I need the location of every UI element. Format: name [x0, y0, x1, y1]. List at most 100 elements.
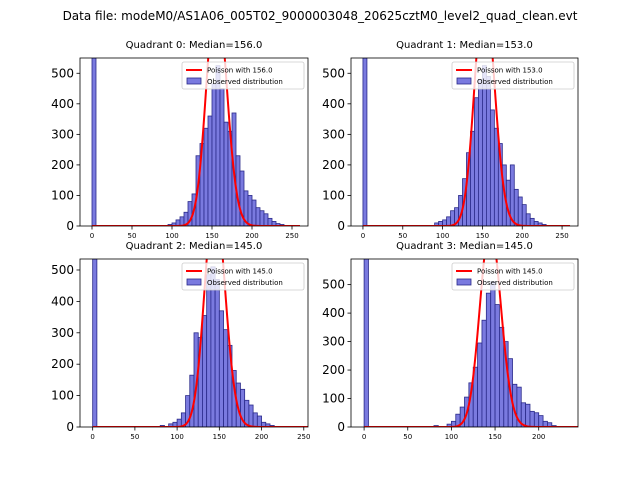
histogram-bar: [92, 259, 98, 427]
y-tick-label: 200: [51, 357, 74, 371]
histogram-bar: [218, 310, 224, 427]
histogram-bar: [478, 78, 483, 226]
x-tick-label: 150: [213, 433, 226, 441]
legend-observed-swatch: [186, 278, 202, 286]
legend-box: [181, 262, 305, 291]
histogram-bar: [529, 410, 535, 427]
histogram-bar: [251, 199, 257, 226]
x-tick-label: 0: [90, 232, 94, 240]
x-tick-label: 250: [297, 433, 310, 441]
x-tick-label: 150: [488, 433, 501, 441]
y-tick-label: 400: [322, 97, 345, 111]
x-tick-label: 0: [361, 232, 365, 240]
x-tick-label: 50: [128, 232, 137, 240]
y-tick-label: 0: [66, 219, 74, 233]
histogram-bar: [513, 188, 519, 226]
histogram-bar: [493, 127, 499, 226]
plot-area: [91, 58, 300, 226]
y-tick-label: 0: [337, 219, 345, 233]
y-tick-label: 200: [322, 158, 345, 172]
y-tick-label: 400: [51, 294, 74, 308]
histogram-bar: [525, 213, 531, 226]
x-tick-label: 150: [476, 232, 489, 240]
histogram-bar: [206, 274, 212, 427]
legend-observed-label: Observed distribution: [207, 78, 283, 86]
legend-observed-label: Observed distribution: [477, 78, 553, 86]
histogram-bar: [252, 412, 258, 427]
axes-frame: [79, 258, 309, 428]
chart-title: Quadrant 3: Median=145.0: [396, 241, 533, 252]
y-tick-label: 500: [322, 66, 345, 80]
charts-container: Quadrant 0: Median=156.00100200300400500…: [51, 40, 579, 441]
y-tick-label: 200: [51, 158, 74, 172]
legend: Poisson with 156.0 Observed distribution: [181, 61, 305, 90]
histogram-bar: [214, 279, 220, 427]
histogram-bar: [486, 75, 491, 226]
axes-frame: [350, 258, 579, 428]
chart-quadrant-2: Quadrant 2: Median=145.00100200300400500…: [51, 241, 310, 441]
plot-area: [362, 58, 571, 226]
y-tick-label: 100: [322, 188, 345, 202]
figure-title: Data file: modeM0/AS1A06_005T02_90000030…: [63, 9, 578, 23]
legend-box: [451, 262, 575, 291]
histogram-bar: [489, 109, 495, 226]
histogram-bar: [529, 217, 535, 226]
legend: Poisson with 145.0 Observed distribution: [181, 262, 305, 291]
legend-observed-label: Observed distribution: [207, 279, 283, 287]
legend-box: [451, 61, 575, 90]
histogram-bar: [499, 326, 505, 427]
x-tick-label: 200: [255, 433, 268, 441]
x-tick-label: 200: [245, 232, 258, 240]
histogram-bar: [223, 121, 229, 226]
x-tick-label: 150: [205, 232, 218, 240]
poisson-curve: [364, 259, 578, 427]
histogram-bar: [267, 217, 273, 226]
histogram-bar: [485, 292, 492, 427]
x-tick-label: 200: [532, 433, 545, 441]
histogram-bar: [211, 83, 217, 226]
x-tick-label: 200: [516, 232, 529, 240]
histogram-bar: [203, 127, 209, 226]
legend-observed-swatch: [186, 77, 202, 85]
axes-frame: [79, 57, 309, 227]
histogram-bar: [482, 65, 487, 226]
histogram-bar: [446, 216, 451, 226]
legend: Poisson with 145.0 Observed distribution: [451, 262, 575, 291]
chart-title: Quadrant 2: Median=145.0: [126, 241, 263, 252]
axes-frame: [350, 57, 579, 227]
poisson-curve: [362, 58, 571, 226]
histogram-bar: [219, 88, 225, 226]
histogram-bar: [521, 204, 527, 226]
histogram-bar: [256, 415, 262, 427]
histogram-bar: [477, 342, 483, 427]
x-tick-label: 50: [130, 433, 139, 441]
histogram-bar: [474, 97, 479, 226]
histogram-bar: [91, 58, 97, 226]
x-tick-label: 100: [165, 232, 178, 240]
y-tick-label: 100: [322, 392, 345, 406]
histogram-bar: [248, 404, 254, 427]
histogram-bar: [255, 207, 261, 226]
histogram-bar: [247, 195, 253, 226]
y-tick-label: 200: [322, 363, 345, 377]
legend-observed-label: Observed distribution: [477, 279, 553, 287]
legend: Poisson with 153.0 Observed distribution: [451, 61, 575, 90]
histogram-bar: [207, 115, 213, 226]
histogram-bar: [210, 266, 216, 427]
x-tick-label: 50: [398, 232, 407, 240]
x-tick-label: 0: [90, 433, 94, 441]
y-tick-label: 0: [66, 420, 74, 434]
histogram-bar: [223, 329, 229, 427]
histogram-bar: [362, 58, 368, 226]
chart-quadrant-3: Quadrant 3: Median=145.00100200300400500…: [322, 241, 579, 441]
histogram-bar: [259, 210, 265, 226]
legend-poisson-label: Poisson with 145.0: [477, 268, 543, 276]
x-tick-label: 250: [285, 232, 298, 240]
y-tick-label: 300: [51, 326, 74, 340]
x-tick-label: 100: [445, 433, 458, 441]
histogram-bar: [525, 403, 531, 427]
plot-area: [92, 259, 308, 427]
y-tick-label: 100: [51, 188, 74, 202]
y-tick-label: 300: [51, 127, 74, 141]
y-tick-label: 0: [337, 420, 345, 434]
